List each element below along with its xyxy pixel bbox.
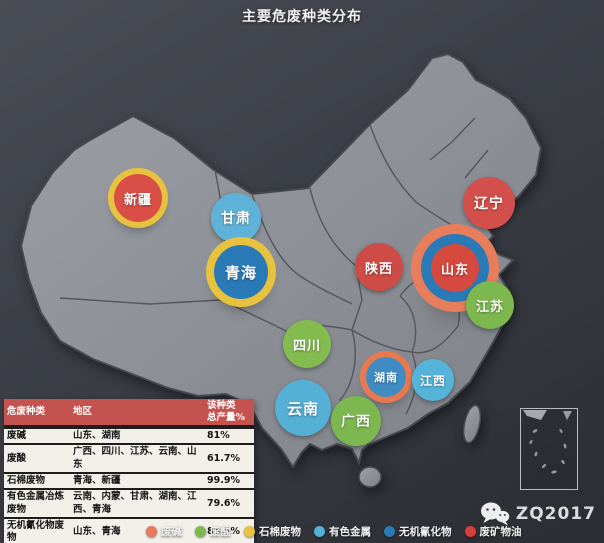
legend-label: 有色金属 [329,526,371,538]
bubble-label: 山东 [440,262,469,278]
bubble-label: 湖南 [374,371,398,384]
table-row: 无机氰化物废物 山东、青海 85.6% [4,517,254,543]
province-bubble-sichuan: 四川 [283,320,331,368]
bubble-label: 辽宁 [474,196,504,212]
legend-label: 废碱 [161,526,182,538]
cell-regions: 山东、青海 [73,526,121,538]
table-row: 有色金属冶炼废物 云南、内蒙、甘肃、湖南、江西、青海 79.6% [4,488,254,518]
table-header-row: 危废种类 地区 该种类 总产量% [4,399,254,427]
legend: 废碱 废酸 石棉废物 有色金属 无机氰化物 废矿物油 [146,524,522,539]
cell-pct: 81% [207,430,230,442]
cell-regions: 青海、新疆 [73,475,121,487]
bubble-label: 新疆 [123,192,152,208]
wechat-icon [480,502,510,526]
legend-item: 无机氰化物 [384,524,452,539]
cell-type: 无机氰化物废物 [7,520,65,543]
column-header-region: 地区 [73,405,93,417]
bubble-label: 陕西 [364,261,393,277]
cell-pct: 99.9% [207,475,240,487]
legend-label: 废酸 [210,526,231,538]
column-header-pct: 该种类 总产量% [207,400,246,423]
cell-type: 废碱 [7,430,27,441]
province-bubble-liaoning: 辽宁 [463,177,515,229]
legend-item: 有色金属 [314,524,371,539]
sea-inset-islands [523,410,572,474]
cell-pct: 61.7% [207,452,240,464]
table-row: 废碱 山东、湖南 81% [4,427,254,444]
bubble-label: 江西 [419,373,446,388]
bubble-label: 甘肃 [221,211,251,227]
legend-label: 废矿物油 [479,526,522,538]
table-row: 废酸 广西、四川、江苏、云南、山东 61.7% [4,443,254,473]
cell-regions: 广西、四川、江苏、云南、山东 [73,446,197,470]
taiwan-island [462,404,482,444]
province-bubble-shandong: 山东 [431,244,479,292]
legend-swatch-icon [464,526,476,537]
cell-pct: 79.6% [207,497,240,509]
legend-item: 废酸 [195,524,231,539]
province-bubble-qinghai: 青海 [214,245,268,299]
cell-pct: 85.6% [207,526,240,538]
legend-label: 无机氰化物 [399,526,452,538]
legend-swatch-icon [195,526,206,537]
legend-item: 废矿物油 [464,524,522,539]
province-bubble-xinjiang: 新疆 [114,174,162,222]
legend-item: 废碱 [146,524,182,539]
legend-swatch-icon [314,526,325,537]
column-header-type: 危废种类 [7,405,46,417]
legend-item: 石棉废物 [244,524,301,539]
province-bubble-shaanxi: 陕西 [355,243,403,291]
china-outline [19,52,543,469]
cell-type: 有色金属冶炼废物 [7,491,65,515]
bubble-label: 青海 [224,263,257,282]
province-bubble-jiangxi: 江西 [412,359,454,401]
province-bubble-gansu: 甘肃 [211,193,261,243]
bubble-label: 四川 [292,338,321,354]
province-bubble-hunan: 湖南 [366,357,406,397]
legend-label: 石棉废物 [259,526,301,538]
legend-swatch-icon [146,526,157,537]
bubble-label: 江苏 [475,299,504,315]
cell-type: 废酸 [7,452,27,464]
cell-type: 石棉废物 [7,475,46,487]
page-title: 主要危废种类分布 [242,9,362,25]
legend-swatch-icon [384,526,395,537]
table-row: 石棉废物 青海、新疆 99.9% [4,472,254,489]
waste-data-table: 危废种类 地区 该种类 总产量% 废碱 山东、湖南 81% 废酸 广西、四川、江… [4,399,254,543]
legend-swatch-icon [244,526,255,537]
watermark: ZQ2017 [480,501,596,526]
cell-regions: 山东、湖南 [73,430,121,441]
cell-regions: 云南、内蒙、甘肃、湖南、江西、青海 [73,491,197,515]
south-china-sea-inset [520,408,578,490]
hainan-island [358,466,382,488]
watermark-text: ZQ2017 [515,503,596,524]
province-bubble-guangxi: 广西 [331,396,381,446]
province-bubble-yunnan: 云南 [275,380,331,436]
bubble-label: 云南 [286,399,319,418]
bubble-label: 广西 [341,414,371,430]
province-bubble-jiangsu: 江苏 [466,281,514,329]
